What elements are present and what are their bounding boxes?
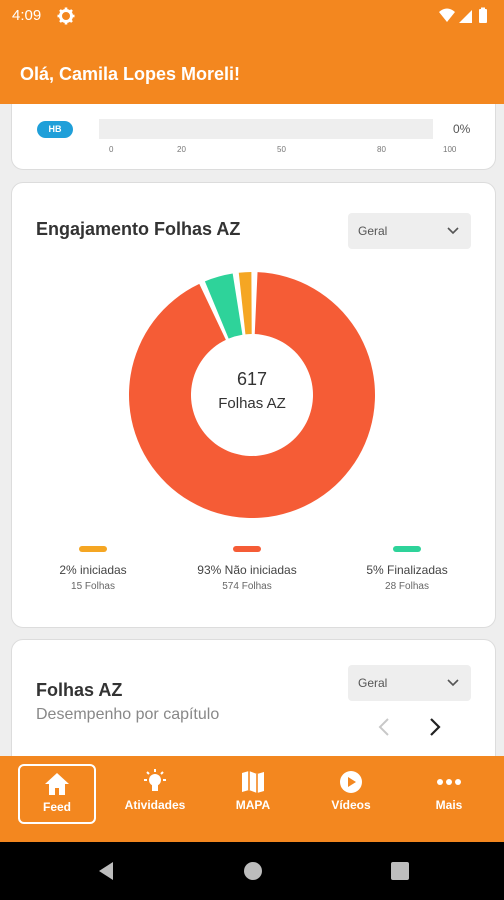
donut-slice-iniciadas [238, 272, 252, 335]
next-arrow-icon[interactable] [424, 716, 446, 738]
nav-feed[interactable]: Feed [18, 764, 96, 824]
legend-item-finalizadas: 5% Finalizadas 28 Folhas [337, 546, 477, 592]
legend-swatch [79, 546, 107, 552]
back-icon[interactable] [96, 861, 116, 881]
recents-icon[interactable] [390, 861, 410, 881]
legend-swatch [393, 546, 421, 552]
home-icon [45, 773, 69, 795]
nav-label: Feed [42, 800, 71, 814]
progress-card: HB 0% 0 20 50 80 100 [11, 104, 496, 170]
map-icon [242, 771, 264, 793]
select-value: Geral [358, 676, 388, 690]
donut-hole [192, 335, 312, 455]
chapter-filter-select[interactable]: Geral [348, 665, 471, 701]
greeting-title: Olá, Camila Lopes Moreli! [20, 64, 241, 84]
donut-total-label: Folhas AZ [218, 395, 286, 412]
donut-total: 617 [236, 369, 268, 389]
legend-count: 28 Folhas [385, 581, 429, 592]
donut-slice-finalizadas [204, 273, 243, 339]
legend-percent: 93% Não iniciadas [197, 563, 297, 577]
nav-mais[interactable]: Mais [410, 764, 488, 824]
progress-row: HB 0% [37, 119, 487, 139]
axis-tick: 0 [109, 145, 114, 154]
status-time: 4:09 [12, 7, 42, 24]
play-icon [340, 771, 362, 793]
engagement-filter-select[interactable]: Geral [348, 213, 471, 249]
axis-tick: 20 [177, 145, 186, 154]
legend-item-nao-iniciadas: 93% Não iniciadas 574 Folhas [177, 546, 317, 592]
chapter-subtitle: Desempenho por capítulo [36, 706, 220, 723]
legend-count: 15 Folhas [71, 581, 115, 592]
status-bar: 4:09 [0, 0, 504, 32]
legend-swatch [233, 546, 261, 552]
status-icons [439, 7, 487, 23]
progress-percent: 0% [453, 122, 471, 136]
select-value: Geral [358, 224, 388, 238]
progress-axis: 0 20 50 80 100 [37, 145, 487, 159]
chapter-card: Folhas AZ Desempenho por capítulo Geral [11, 639, 496, 756]
wifi-icon [439, 8, 455, 22]
legend-percent: 5% Finalizadas [366, 563, 448, 577]
battery-icon [479, 9, 487, 23]
nav-label: Mais [435, 798, 463, 812]
chevron-down-icon [447, 679, 459, 687]
engagement-donut-chart [128, 272, 375, 518]
bottom-navigation: Feed Atividades MAPA Vídeos Mais [0, 756, 504, 842]
progress-bar [99, 119, 433, 139]
subject-badge: HB [37, 121, 73, 138]
nav-label: Atividades [124, 798, 186, 812]
nav-mapa[interactable]: MAPA [214, 764, 292, 824]
nav-label: MAPA [235, 798, 271, 812]
donut-slice-não-iniciadas [128, 272, 375, 518]
axis-tick: 50 [277, 145, 286, 154]
legend-percent: 2% iniciadas [59, 563, 127, 577]
legend-item-iniciadas: 2% iniciadas 15 Folhas [23, 546, 163, 592]
axis-tick: 80 [377, 145, 386, 154]
settings-icon [57, 7, 75, 25]
nav-label: Vídeos [331, 798, 371, 812]
chevron-down-icon [447, 227, 459, 235]
engagement-card: Engajamento Folhas AZ Geral 617 Folhas A… [11, 182, 496, 628]
nav-atividades[interactable]: Atividades [116, 764, 194, 824]
lightbulb-icon [144, 769, 166, 791]
signal-icon [459, 10, 472, 23]
app-header: Olá, Camila Lopes Moreli! [0, 32, 504, 104]
chapter-title: Folhas AZ [36, 680, 123, 700]
home-circle-icon[interactable] [243, 861, 263, 881]
nav-videos[interactable]: Vídeos [312, 764, 390, 824]
legend-count: 574 Folhas [222, 581, 272, 592]
feed-content[interactable]: HB 0% 0 20 50 80 100 Engajamento Folhas … [0, 104, 504, 756]
engagement-title: Engajamento Folhas AZ [36, 219, 241, 239]
more-icon [437, 779, 461, 785]
system-navigation-bar [0, 842, 504, 900]
previous-arrow-icon[interactable] [374, 716, 396, 738]
axis-tick: 100 [443, 145, 457, 154]
